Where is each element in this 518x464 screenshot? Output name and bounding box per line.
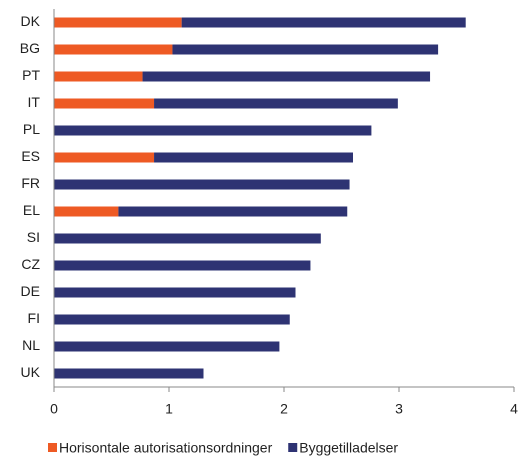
y-tick-label: FR xyxy=(21,175,40,191)
legend-swatch xyxy=(288,443,298,452)
y-tick-label: SI xyxy=(27,229,40,245)
bar-segment xyxy=(154,98,398,109)
y-tick-label: DK xyxy=(21,13,41,29)
x-tick-label: 4 xyxy=(510,401,518,417)
y-tick-label: IT xyxy=(28,94,41,110)
bar-segment xyxy=(118,206,348,217)
x-tick-label: 2 xyxy=(280,401,288,417)
y-tick-label: PL xyxy=(23,121,40,137)
y-tick-label: NL xyxy=(22,337,40,353)
bar-segment xyxy=(154,152,353,163)
bar-segment xyxy=(54,152,155,163)
bar-segment xyxy=(172,44,439,55)
x-tick-label: 1 xyxy=(165,401,173,417)
bar-segment xyxy=(54,98,155,109)
y-tick-label: FI xyxy=(28,310,40,326)
bar-segment xyxy=(54,206,119,217)
bar-segment xyxy=(54,71,143,82)
bar-segment xyxy=(54,179,350,190)
y-tick-label: DE xyxy=(21,283,40,299)
bar-segment xyxy=(54,125,372,136)
bar-segment xyxy=(142,71,431,82)
y-tick-label: CZ xyxy=(21,256,40,272)
bar-segment xyxy=(54,314,290,325)
y-tick-label: UK xyxy=(21,364,41,380)
bar-segment xyxy=(54,368,204,379)
bar-segment xyxy=(54,287,296,298)
x-tick-label: 3 xyxy=(395,401,403,417)
y-tick-label: PT xyxy=(22,67,40,83)
y-tick-label: ES xyxy=(21,148,40,164)
bar-segment xyxy=(181,17,466,28)
bar-segment xyxy=(54,260,311,271)
y-tick-label: EL xyxy=(23,202,40,218)
y-tick-label: BG xyxy=(20,40,40,56)
x-tick-label: 0 xyxy=(50,401,58,417)
bar-segment xyxy=(54,341,280,352)
legend-swatch xyxy=(48,443,57,452)
legend-label: Horisontale autorisationsordninger xyxy=(59,440,273,456)
bar-segment xyxy=(54,44,173,55)
bar-segment xyxy=(54,233,321,244)
bar-segment xyxy=(54,17,182,28)
legend-label: Byggetilladelser xyxy=(299,440,398,456)
